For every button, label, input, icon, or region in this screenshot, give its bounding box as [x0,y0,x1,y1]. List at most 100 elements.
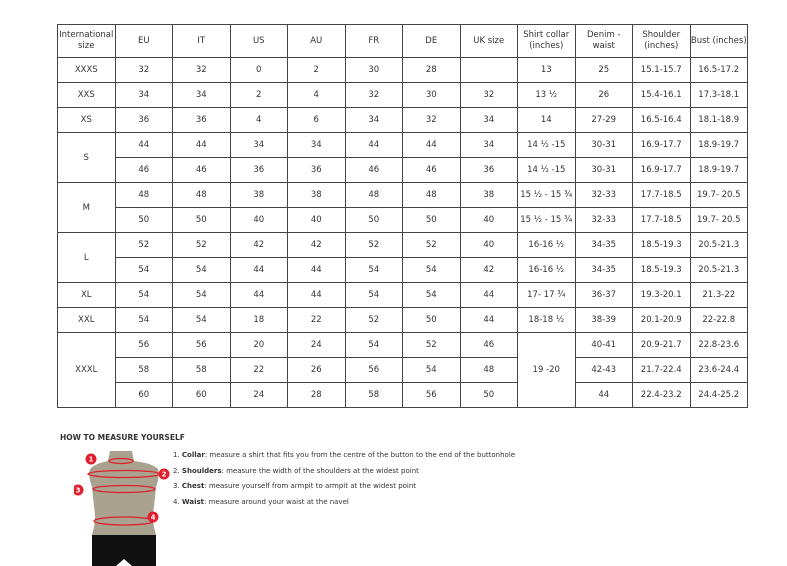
table-row: XXS 34 34 2 4 32 30 32 13 ½ 26 15.4-16.1 17.3-18.1 [57,82,748,108]
table-cell: 16.5-17.2 [689,57,748,83]
table-cell: 52 [344,307,403,333]
table-cell: 19 -20 [517,332,576,408]
table-cell: 50 [459,382,518,408]
table-cell: 40 [229,207,288,233]
table-cell: 44 [287,257,346,283]
table-cell: 17- 17 ¾ [517,282,576,308]
table-cell: 56 [402,382,461,408]
table-cell: 34-35 [574,257,633,283]
table-cell: 21.7-22.4 [632,357,691,383]
table-cell: 22-22.8 [689,307,748,333]
size-label-cell: M [57,182,116,233]
table-cell: 40 [459,232,518,258]
table-cell: 56 [114,332,173,358]
table-cell: 30 [344,57,403,83]
table-cell: 14 ½ -15 [517,132,576,158]
table-cell: 24 [229,382,288,408]
table-row: XXL 54 54 18 22 52 50 44 18-18 ½ 38-39 20.1-20.9 22… [57,307,748,333]
table-cell: 18.9-19.7 [689,132,748,158]
table-cell: 40 [459,207,518,233]
column-header: IT [172,24,231,58]
table-cell: 18-18 ½ [517,307,576,333]
svg-text:3: 3 [76,487,81,495]
table-cell: 16.5-16.4 [632,107,691,133]
table-cell: 14 [517,107,576,133]
table-cell: 54 [172,257,231,283]
table-cell [459,57,518,83]
table-cell: 54 [114,257,173,283]
header-row: International size EU IT US AU FR DE UK size Shi… [57,24,748,58]
column-header: FR [344,24,403,58]
table-cell: 22 [229,357,288,383]
table-cell: 56 [172,332,231,358]
table-cell: 54 [172,282,231,308]
table-cell: 44 [229,282,288,308]
table-cell: 17.7-18.5 [632,182,691,208]
step-collar: 1. Collar: measure a shirt that fits you… [173,451,516,459]
table-cell: 30-31 [574,157,633,183]
table-cell: 20.5-21.3 [689,232,748,258]
svg-text:1: 1 [89,456,94,464]
table-cell: 54 [172,307,231,333]
table-cell: 56 [344,357,403,383]
svg-text:4: 4 [151,514,156,522]
table-cell: 22.8-23.6 [689,332,748,358]
column-header: EU [114,24,173,58]
table-cell: 38 [287,182,346,208]
size-label-cell: XXXL [57,332,116,408]
table-cell: 16-16 ½ [517,232,576,258]
table-cell: 28 [402,57,461,83]
table-cell: 44 [287,282,346,308]
step-waist: 4. Waist: measure around your waist at t… [173,497,349,506]
table-cell: 42 [459,257,518,283]
table-row: 50 50 40 40 50 50 40 15 ½ - 15 ¾ 32-33 17.7-18.5 1… [58,207,748,233]
table-cell: 36 [172,107,231,133]
column-header: Shoulder (inches) [632,24,691,58]
table-cell: 32 [402,107,461,133]
table-cell: 54 [402,357,461,383]
table-row: L 52 52 42 42 52 52 40 16-16 ½ 34-35 18.5-19.3 20.5… [57,232,748,283]
size-label-cell: XS [57,107,116,133]
table-cell: 34-35 [574,232,633,258]
table-row: 58 58 22 26 56 54 48 42-43 21.7-22.4 23.6-24.4 [58,357,748,383]
size-chart-table: International size EU IT US AU FR DE UK size Shi… [57,24,748,408]
size-label-cell: XXL [57,307,116,333]
table-cell: 46 [114,157,173,183]
table-cell: 38 [229,182,288,208]
table-cell: 42 [287,232,346,258]
table-cell: 2 [229,82,288,108]
table-cell: 46 [172,157,231,183]
table-cell: 16.9-17.7 [632,132,691,158]
table-row: XXXS 32 32 0 2 30 28 13 25 15.1-15.7 16.5-17.2 [57,57,748,83]
size-label-cell: S [57,132,116,183]
table-cell: 26 [287,357,346,383]
table-cell: 38-39 [574,307,633,333]
table-cell: 20.1-20.9 [632,307,691,333]
column-header: UK size [459,24,518,58]
table-cell: 17.7-18.5 [632,207,691,233]
table-cell: 46 [344,157,403,183]
table-row: XL 54 54 44 44 54 54 44 17- 17 ¾ 36-37 19.3-20.1 21… [57,282,748,308]
table-cell: 15.4-16.1 [632,82,691,108]
table-cell: 15 ½ - 15 ¾ [517,182,576,208]
table-cell: 22.4-23.2 [632,382,691,408]
table-cell: 26 [574,82,633,108]
table-cell: 44 [114,132,173,158]
column-header: Bust (inches) [689,24,748,58]
table-cell: 18.9-19.7 [689,157,748,183]
column-header: International size [57,24,116,58]
table-cell: 42 [229,232,288,258]
table-cell: 22 [287,307,346,333]
table-cell: 46 [459,332,518,358]
table-cell: 40-41 [574,332,633,358]
table-cell: 44 [402,132,461,158]
how-to-measure-title: HOW TO MEASURE YOURSELF [60,433,185,442]
table-cell: 30-31 [574,132,633,158]
table-cell: 58 [114,357,173,383]
table-row: 60 60 24 28 58 56 50 44 22.4-23.2 24.4-25.2 [58,382,748,408]
table-cell: 4 [229,107,288,133]
shorts [92,535,156,566]
column-header: DE [402,24,461,58]
table-cell: 50 [402,207,461,233]
table-cell: 52 [172,232,231,258]
